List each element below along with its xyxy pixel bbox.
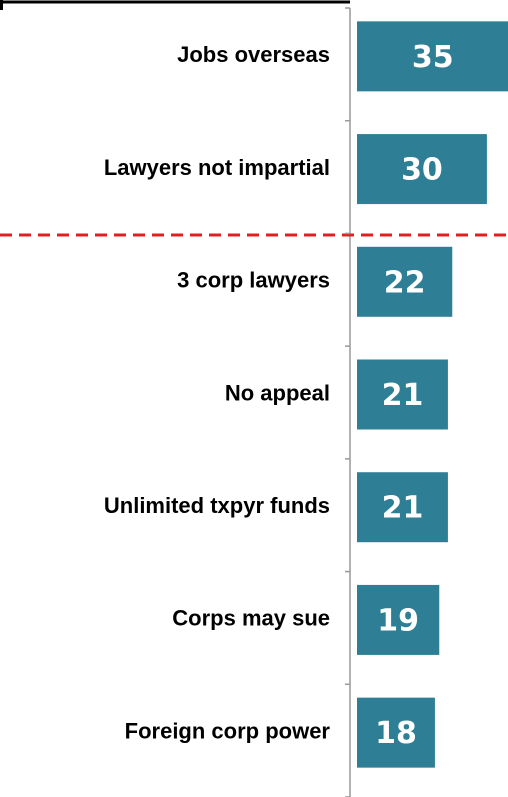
bar	[357, 21, 508, 92]
value-label: 22	[384, 265, 426, 300]
value-label: 18	[375, 716, 417, 751]
category-label: Lawyers not impartial	[104, 155, 330, 180]
category-label: No appeal	[225, 380, 330, 405]
value-label: 19	[377, 603, 419, 638]
value-label: 21	[382, 491, 424, 526]
bar	[357, 584, 440, 655]
value-label: 21	[382, 378, 424, 413]
value-label: 35	[412, 40, 454, 75]
value-label: 30	[401, 153, 443, 188]
category-label: Corps may sue	[172, 606, 330, 631]
category-label: Jobs overseas	[177, 42, 330, 67]
bar	[357, 134, 487, 205]
category-label: Unlimited txpyr funds	[104, 493, 330, 518]
bar	[357, 472, 448, 543]
bar	[357, 697, 435, 768]
bar	[357, 246, 453, 317]
bar	[357, 359, 448, 430]
category-label: 3 corp lawyers	[177, 268, 330, 293]
category-label: Foreign corp power	[125, 718, 331, 743]
